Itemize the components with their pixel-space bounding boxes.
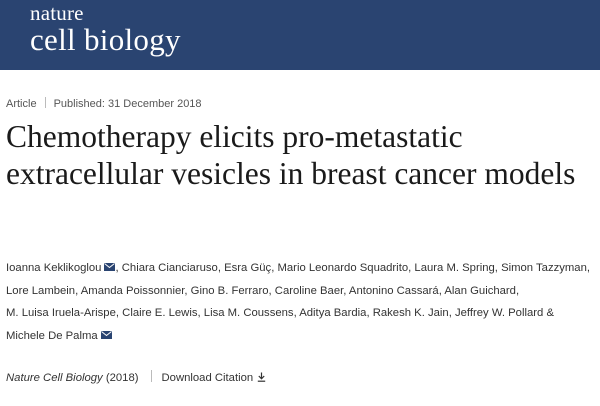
author-name: Lore Lambein <box>6 284 76 297</box>
author-link[interactable]: Gino B. Ferraro <box>191 285 269 297</box>
author-separator: , <box>366 307 373 319</box>
author-separator: , <box>217 262 225 274</box>
author-name: Claire E. Lewis <box>122 307 198 319</box>
download-citation-link[interactable]: Download Citation <box>162 372 267 384</box>
mail-icon[interactable] <box>104 263 116 271</box>
author-separator: , <box>268 284 275 297</box>
author-name: Gino B. Ferraro <box>190 284 269 297</box>
author-link[interactable]: Esra Güç <box>224 262 271 274</box>
author-link[interactable]: Lisa M. Coussens <box>204 307 294 319</box>
author-name: Mario Leonardo Squadrito <box>277 262 409 274</box>
author-separator: , <box>515 284 520 297</box>
author-link[interactable]: Alan Guichard <box>444 285 516 297</box>
author-separator: , <box>586 262 591 274</box>
meta-divider <box>44 97 46 108</box>
publication-year: (2018) <box>105 372 139 384</box>
download-icon <box>257 372 266 382</box>
author-link[interactable]: Lore Lambein <box>6 285 75 297</box>
author-link[interactable]: Aditya Bardia <box>299 307 366 319</box>
author-name: Jeffrey W. Pollard <box>454 307 544 319</box>
author-link[interactable]: Amanda Poissonnier <box>81 285 185 297</box>
logo-line-cell-biology: cell biology <box>30 22 181 57</box>
author-link[interactable]: Caroline Baer <box>275 285 343 297</box>
article-type: Article <box>6 98 37 110</box>
author-name: Antonino Cassará <box>348 284 439 297</box>
author-name: Simon Tazzyman <box>501 262 587 274</box>
author-name: Chiara Cianciaruso <box>121 262 218 274</box>
author-separator: , <box>494 262 502 274</box>
author-name: Michele De Palma <box>6 329 98 342</box>
author-separator: , <box>408 262 415 274</box>
citation-divider <box>150 370 152 382</box>
author-link[interactable]: M. Luisa Iruela-Arispe <box>6 307 116 319</box>
author-link[interactable]: Rakesh K. Jain <box>373 307 449 319</box>
article-title: Chemotherapy elicits pro-metastatic extr… <box>6 119 576 191</box>
author-separator: , <box>184 284 191 297</box>
author-name: Caroline Baer <box>274 284 344 297</box>
author-link[interactable]: Ioanna Keklikoglou <box>6 262 116 274</box>
author-separator: , <box>343 284 349 297</box>
author-link[interactable]: Mario Leonardo Squadrito <box>277 262 408 274</box>
author-separator: , <box>438 284 445 297</box>
author-name: Amanda Poissonnier <box>80 284 185 297</box>
author-name: Ioanna Keklikoglou <box>6 262 102 274</box>
journal-header: nature cell biology <box>0 0 600 70</box>
author-list: Ioanna Keklikoglou, Chiara Cianciaruso, … <box>6 257 591 347</box>
journal-logo[interactable]: nature cell biology <box>30 2 181 56</box>
author-separator: , <box>271 262 278 274</box>
author-name: Rakesh K. Jain <box>372 307 449 319</box>
author-link[interactable]: Chiara Cianciaruso <box>122 262 218 274</box>
logo-line-nature: nature <box>30 1 84 25</box>
author-name: Alan Guichard <box>444 284 516 297</box>
author-name: M. Luisa Iruela-Arispe <box>6 307 116 319</box>
author-separator: , <box>75 284 81 297</box>
author-separator: , <box>197 307 204 319</box>
author-separator: , <box>115 262 122 274</box>
author-link[interactable]: Laura M. Spring <box>414 262 494 274</box>
author-name: Aditya Bardia <box>299 307 367 319</box>
author-name: Lisa M. Coussens <box>203 307 294 319</box>
published-date: Published: 31 December 2018 <box>53 98 202 110</box>
author-separator: & <box>543 307 554 319</box>
author-link[interactable]: Claire E. Lewis <box>122 307 197 319</box>
author-separator: , <box>448 307 455 319</box>
author-link[interactable]: Michele De Palma <box>6 330 112 342</box>
author-link[interactable]: Simon Tazzyman <box>501 262 587 274</box>
article-meta: Article Published: 31 December 2018 <box>6 97 202 110</box>
author-separator: , <box>293 307 300 319</box>
download-citation-label: Download Citation <box>161 372 254 384</box>
journal-name: Nature Cell Biology <box>6 372 103 384</box>
author-separator: , <box>115 307 123 319</box>
author-link[interactable]: Antonino Cassará <box>349 285 439 297</box>
author-link[interactable]: Jeffrey W. Pollard <box>455 307 543 319</box>
citation-row: Nature Cell Biology (2018) Download Citat… <box>6 370 266 384</box>
author-name: Laura M. Spring <box>414 262 495 274</box>
author-name: Esra Güç <box>224 262 272 274</box>
mail-icon[interactable] <box>100 330 112 339</box>
